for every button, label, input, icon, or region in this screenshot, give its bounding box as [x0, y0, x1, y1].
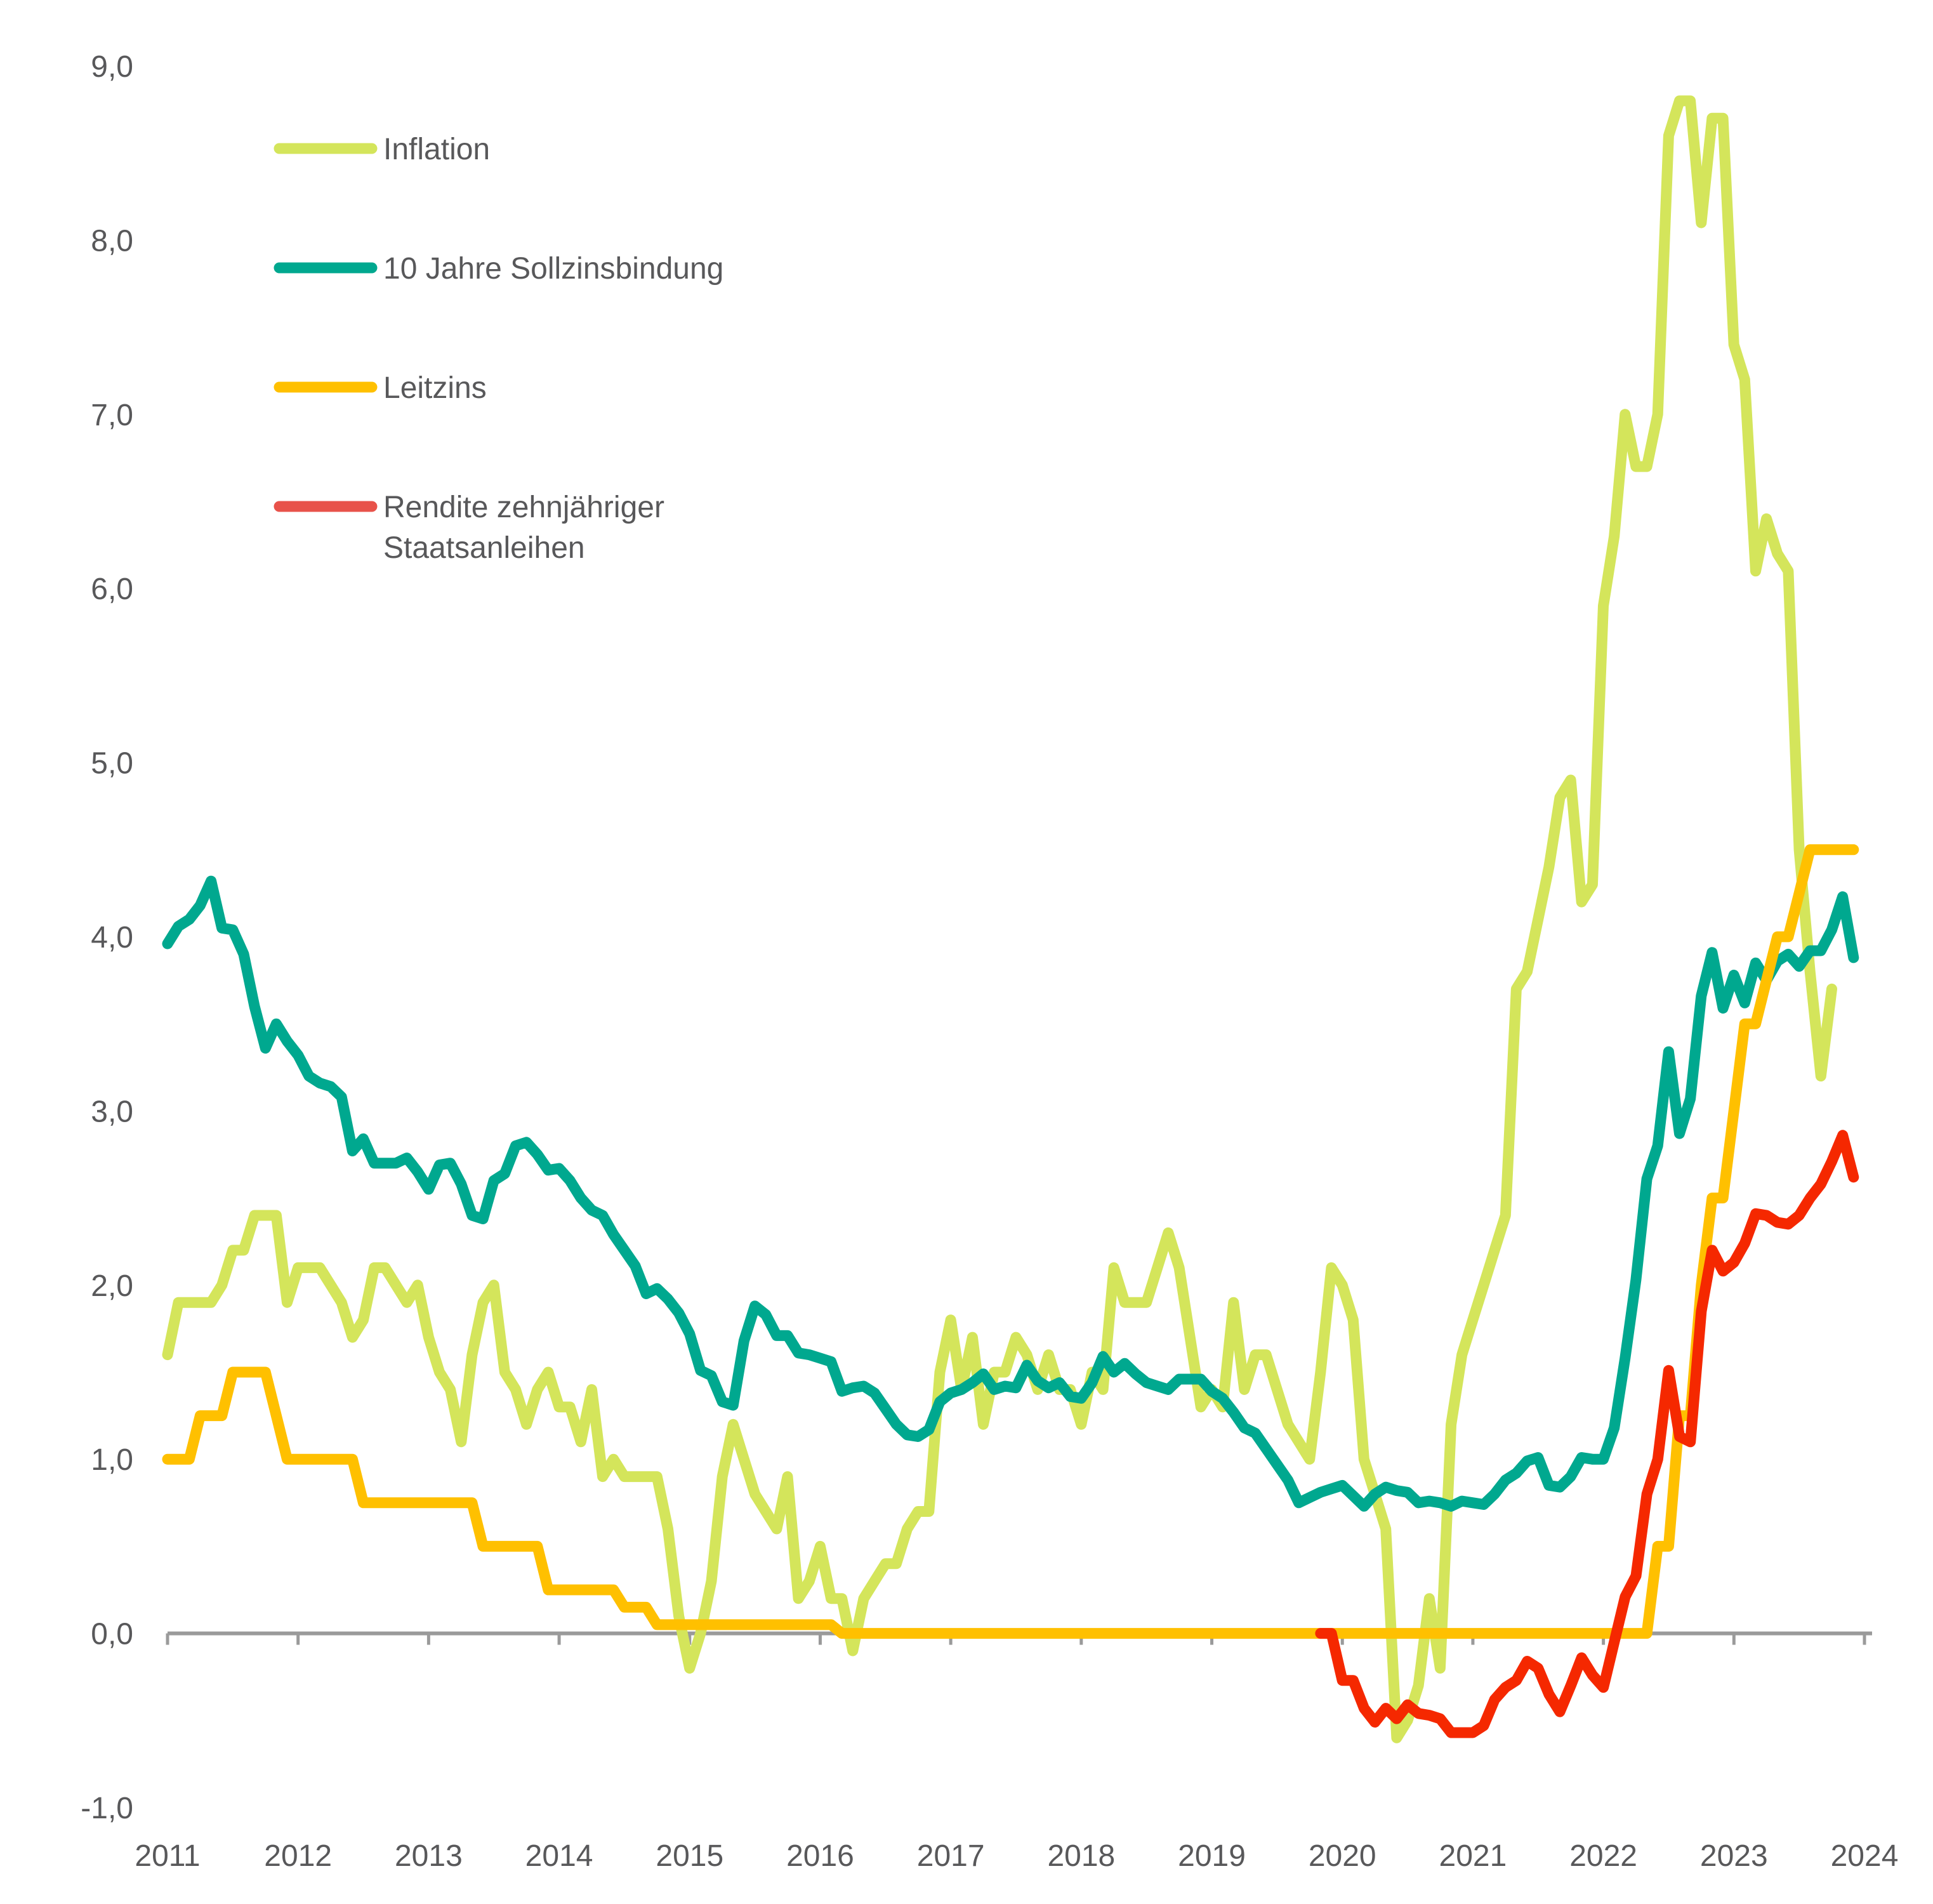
series-line-rendite-zehnj-hriger-staatsanleihen — [1315, 1130, 1859, 1738]
y-tick-label: 3,0 — [91, 1095, 133, 1128]
x-tick-label: 2015 — [656, 1839, 723, 1873]
series-line-inflation — [162, 95, 1837, 1743]
legend-label: 10 Jahre Sollzinsbindung — [383, 252, 723, 286]
y-tick-label: 7,0 — [91, 399, 133, 432]
x-tick-label: 2023 — [1700, 1839, 1768, 1873]
y-tick-label: 4,0 — [91, 921, 133, 955]
y-axis-labels: 9,0 8,0 7,0 6,0 5,0 4,0 3,0 2,0 1,0 0,0 -1,0 — [81, 50, 133, 1825]
y-tick-label: 1,0 — [91, 1443, 133, 1477]
x-axis-labels: 2011 2012 2013 2014 2015 2016 2017 2018 2019 2020… — [135, 1839, 1898, 1873]
series-lines — [162, 95, 1859, 1743]
y-tick-label: 0,0 — [91, 1618, 133, 1651]
legend-label: Rendite zehnjähriger — [383, 491, 664, 524]
series-line-10-jahre-sollzinsbindung — [162, 875, 1859, 1512]
y-tick-label: 6,0 — [91, 572, 133, 606]
legend: Inflation 10 Jahre Sollzinsbindung Leitzin… — [274, 133, 723, 565]
legend-label: Leitzins — [383, 371, 487, 405]
legend-label: Inflation — [383, 133, 490, 166]
y-tick-label: -1,0 — [81, 1792, 133, 1825]
series-line-leitzins — [162, 844, 1859, 1639]
x-tick-label: 2013 — [395, 1839, 463, 1873]
x-tick-label: 2022 — [1569, 1839, 1637, 1873]
y-tick-label: 2,0 — [91, 1269, 133, 1303]
legend-label: Staatsanleihen — [383, 531, 585, 565]
legend-item: Rendite zehnjähriger Staatsanleihen — [274, 491, 664, 565]
x-tick-label: 2018 — [1047, 1839, 1115, 1873]
x-tick-label: 2011 — [135, 1839, 200, 1873]
x-tick-label: 2020 — [1309, 1839, 1376, 1873]
y-tick-label: 5,0 — [91, 747, 133, 781]
y-tick-label: 9,0 — [91, 50, 133, 84]
x-tick-label: 2012 — [264, 1839, 332, 1873]
x-tick-label: 2014 — [525, 1839, 593, 1873]
x-tick-label: 2016 — [786, 1839, 854, 1873]
x-tick-label: 2021 — [1439, 1839, 1507, 1873]
x-tick-label: 2024 — [1831, 1839, 1899, 1873]
y-tick-label: 8,0 — [91, 224, 133, 258]
x-tick-label: 2017 — [917, 1839, 985, 1873]
legend-item: Inflation — [274, 133, 490, 166]
legend-item: 10 Jahre Sollzinsbindung — [274, 252, 723, 286]
legend-item: Leitzins — [274, 371, 487, 405]
x-tick-label: 2019 — [1178, 1839, 1246, 1873]
